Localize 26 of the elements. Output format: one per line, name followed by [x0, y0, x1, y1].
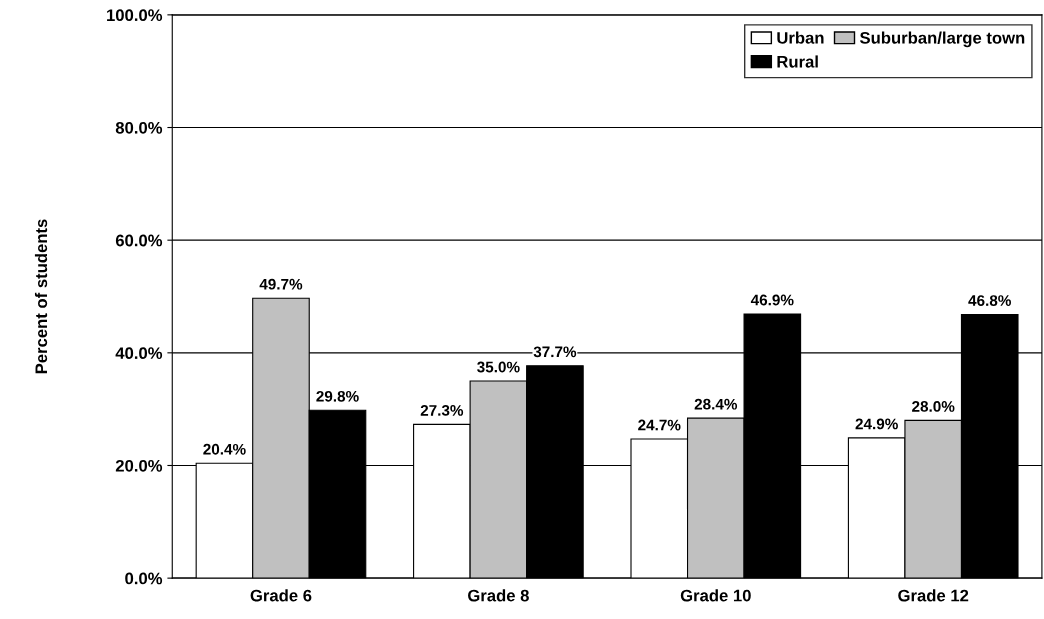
- legend-label: Suburban/large town: [859, 31, 1025, 48]
- legend-label: Urban: [777, 31, 824, 44]
- y-tick-label: 20.0%: [115, 459, 163, 472]
- data-label: 37.7%: [533, 346, 577, 358]
- y-tick-label: 80.0%: [115, 121, 163, 134]
- data-label: 29.8%: [316, 390, 359, 402]
- data-label: 24.9%: [855, 418, 898, 430]
- y-tick-label: 40.0%: [115, 347, 163, 360]
- data-label: 49.7%: [259, 278, 303, 290]
- data-label: 46.8%: [968, 295, 1011, 306]
- x-tick-label: Grade 6: [250, 589, 312, 602]
- legend-label: Rural: [777, 55, 818, 68]
- y-tick-label: 0.0%: [125, 572, 163, 585]
- x-tick-label: Grade 12: [898, 589, 969, 602]
- data-label: 24.7%: [638, 419, 681, 431]
- data-label: 46.9%: [750, 294, 794, 306]
- data-label: 20.4%: [203, 443, 246, 455]
- y-tick-label: 60.0%: [115, 234, 163, 247]
- y-tick-label: 100.0%: [107, 9, 163, 22]
- data-label: 28.4%: [694, 398, 738, 410]
- data-label: 27.3%: [420, 404, 464, 416]
- y-axis-title: Percent of students: [34, 219, 48, 374]
- x-tick-label: Grade 8: [468, 589, 529, 602]
- x-tick-label: Grade 10: [680, 589, 751, 602]
- data-label: 35.0%: [477, 361, 520, 373]
- data-label: 28.0%: [912, 401, 955, 412]
